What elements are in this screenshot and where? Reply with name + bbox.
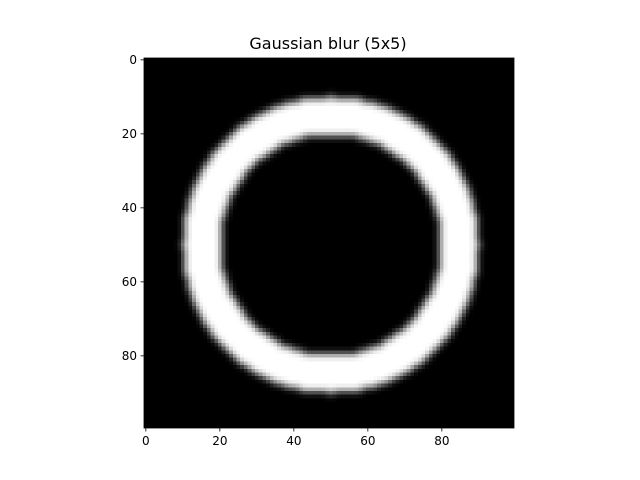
- y-tick-label: 80: [122, 349, 137, 363]
- image-area: [144, 58, 514, 428]
- x-tick-label: 80: [434, 434, 449, 448]
- y-tick-label: 20: [122, 127, 137, 141]
- chart-title: Gaussian blur (5x5): [249, 34, 406, 53]
- y-tick-label: 60: [122, 275, 137, 289]
- x-tick-label: 40: [286, 434, 301, 448]
- axes-frame: [143, 57, 515, 429]
- y-tick-label: 40: [122, 201, 137, 215]
- x-tick-label: 60: [360, 434, 375, 448]
- blurred-ring-image: [144, 58, 514, 428]
- axes: 0 20 40 60 80 0 20 40 60 80: [122, 53, 515, 448]
- x-tick-label: 0: [142, 434, 150, 448]
- x-tick-label: 20: [212, 434, 227, 448]
- y-tick-label: 0: [129, 53, 137, 67]
